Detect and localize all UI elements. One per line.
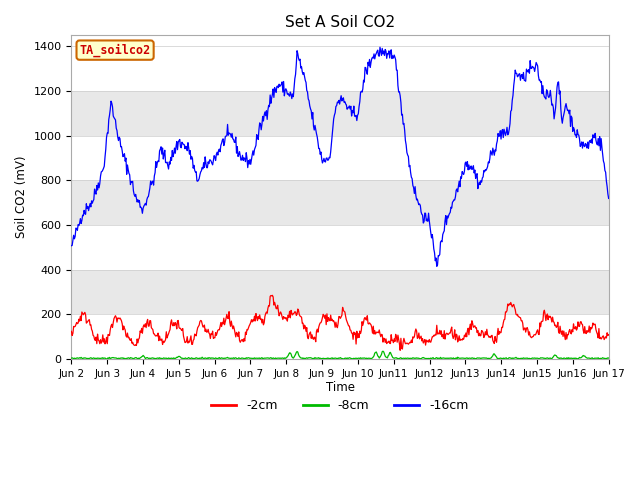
Title: Set A Soil CO2: Set A Soil CO2 bbox=[285, 15, 395, 30]
X-axis label: Time: Time bbox=[326, 382, 355, 395]
Y-axis label: Soil CO2 (mV): Soil CO2 (mV) bbox=[15, 156, 28, 239]
Bar bbox=[72, 91, 609, 136]
Legend: -2cm, -8cm, -16cm: -2cm, -8cm, -16cm bbox=[206, 395, 474, 418]
Text: TA_soilco2: TA_soilco2 bbox=[79, 43, 150, 57]
Bar bbox=[72, 270, 609, 314]
Bar bbox=[72, 180, 609, 225]
